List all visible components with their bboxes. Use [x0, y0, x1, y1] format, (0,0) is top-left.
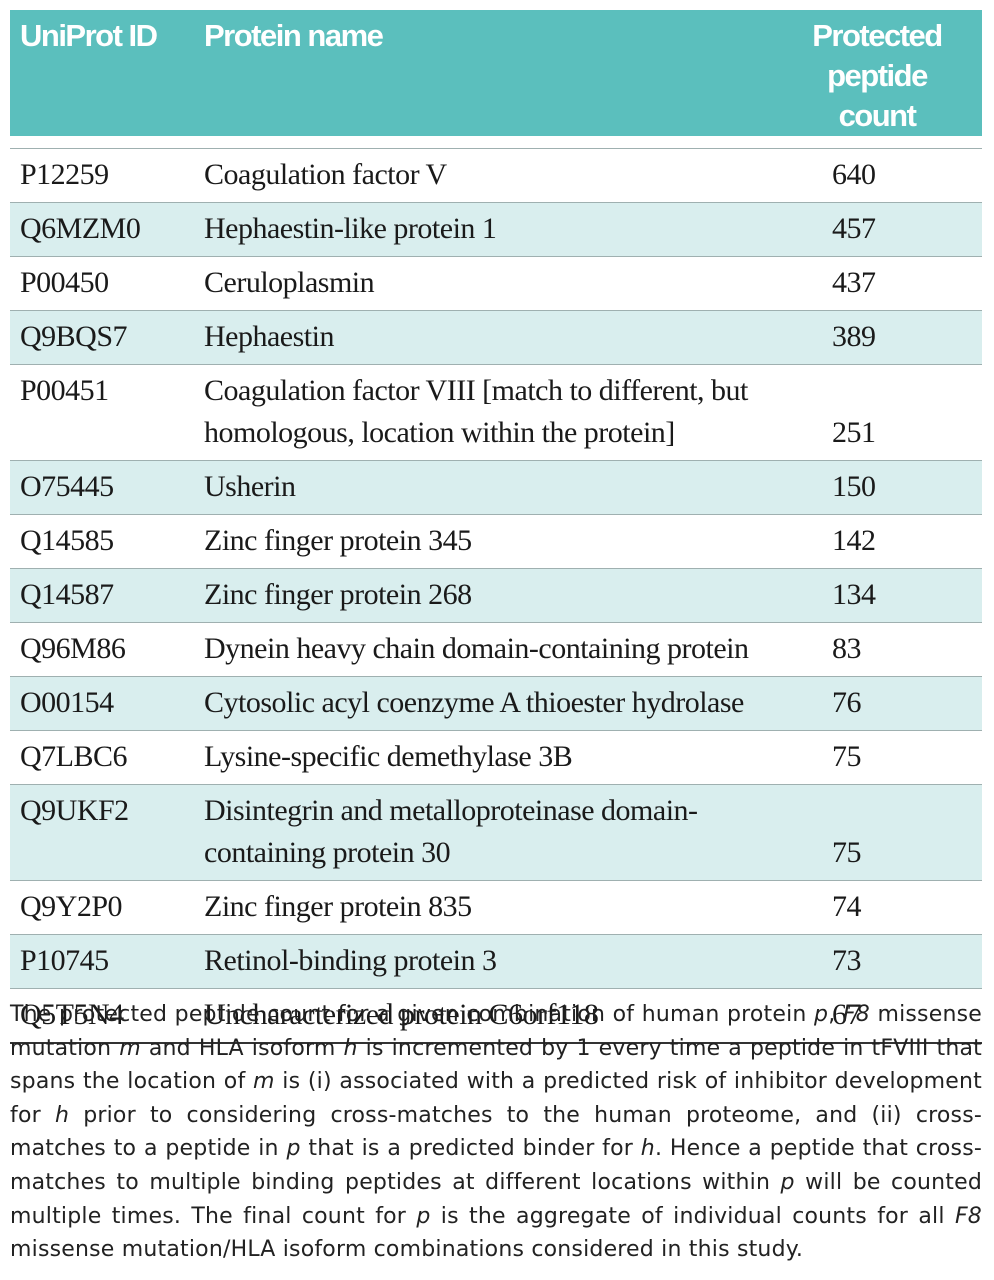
- peptide-count-cell: 75: [832, 740, 862, 773]
- footnote-var-p: p: [780, 1169, 795, 1195]
- table-row: P00450 Ceruloplasmin 437: [10, 257, 982, 311]
- footnote-text: will be counted multiple times. The fina…: [10, 1169, 982, 1229]
- table-header-row: UniProt ID Protein name Protected peptid…: [10, 10, 982, 136]
- peptide-count-cell: 251: [832, 416, 876, 449]
- protein-table-container: UniProt ID Protein name Protected peptid…: [10, 10, 982, 1044]
- uniprot-id-cell: Q5T5N4: [20, 998, 124, 1031]
- table-footnote: The protected peptide count for a given …: [10, 998, 982, 1267]
- peptide-count-cell: 142: [832, 524, 876, 557]
- table-row: Q9BQS7 Hephaestin 389: [10, 310, 982, 365]
- table-row: Q5T5N4 Uncharacterized protein C6orf118 67: [10, 989, 982, 1043]
- uniprot-id-cell: Q14585: [20, 524, 114, 557]
- peptide-count-cell: 67: [832, 998, 862, 1031]
- peptide-count-cell: 83: [832, 632, 862, 665]
- protein-name-cell: Disintegrin and metalloproteinase domain…: [204, 794, 698, 869]
- footnote-var-h: h: [343, 1035, 358, 1061]
- uniprot-id-cell: Q9BQS7: [20, 320, 128, 353]
- table-row: Q14585 Zinc finger protein 345 142: [10, 515, 982, 569]
- footnote-var-h: h: [54, 1102, 70, 1128]
- footnote-text: is (i) associated with a predicted risk …: [10, 1069, 982, 1128]
- footnote-text: missense mutation/HLA isoform combinatio…: [10, 1237, 804, 1263]
- uniprot-id-cell: Q14587: [20, 578, 114, 611]
- peptide-count-cell: 76: [832, 686, 862, 719]
- protein-name-cell: Hephaestin: [204, 320, 334, 353]
- table-row: Q9Y2P0 Zinc finger protein 835 74: [10, 881, 982, 935]
- uniprot-id-cell: Q6MZM0: [20, 212, 141, 245]
- table-row: Q96M86 Dynein heavy chain domain-containi…: [10, 623, 982, 677]
- protein-name-cell: Coagulation factor VIII [match to differ…: [204, 374, 748, 449]
- protein-name-cell: Retinol-binding protein 3: [204, 944, 497, 977]
- footnote-gene-f8: F8: [954, 1203, 982, 1229]
- table-row: P10745 Retinol-binding protein 3 73: [10, 934, 982, 989]
- peptide-count-cell: 150: [832, 470, 876, 503]
- footnote-text: and HLA isoform: [140, 1035, 344, 1061]
- uniprot-id-cell: Q9Y2P0: [20, 890, 123, 923]
- uniprot-id-cell: P10745: [20, 944, 109, 977]
- protein-name-cell: Ceruloplasmin: [204, 266, 375, 299]
- header-uniprot-id: UniProt ID: [20, 18, 158, 53]
- footnote-var-m: m: [119, 1035, 141, 1061]
- table-row: P00451 Coagulation factor VIII [match to …: [10, 365, 982, 461]
- peptide-count-cell: 75: [832, 836, 862, 869]
- protein-name-cell: Usherin: [204, 470, 296, 503]
- uniprot-id-cell: P00450: [20, 266, 109, 299]
- uniprot-id-cell: Q7LBC6: [20, 740, 128, 773]
- footnote-var-p: p: [416, 1203, 431, 1229]
- header-spacer: [10, 136, 982, 149]
- protein-name-cell: Hephaestin-like protein 1: [204, 212, 497, 245]
- header-protein-name: Protein name: [204, 18, 384, 53]
- table-row: P12259 Coagulation factor V 640: [10, 149, 982, 203]
- uniprot-id-cell: O00154: [20, 686, 114, 719]
- peptide-count-cell: 74: [832, 890, 862, 923]
- protein-name-cell: Zinc finger protein 345: [204, 524, 472, 557]
- table-row: Q7LBC6 Lysine-specific demethylase 3B 75: [10, 731, 982, 785]
- table-row: O75445 Usherin 150: [10, 460, 982, 515]
- uniprot-id-cell: Q96M86: [20, 632, 126, 665]
- peptide-count-cell: 437: [832, 266, 876, 299]
- protein-name-cell: Uncharacterized protein C6orf118: [204, 998, 599, 1031]
- table-row: Q14587 Zinc finger protein 268 134: [10, 568, 982, 623]
- footnote-text: ,: [828, 1002, 843, 1027]
- footnote-gene-f8: F8: [842, 1002, 870, 1027]
- protein-name-cell: Zinc finger protein 268: [204, 578, 472, 611]
- footnote-var-p: p: [286, 1136, 301, 1162]
- protein-name-cell: Cytosolic acyl coenzyme A thioester hydr…: [204, 686, 744, 719]
- protein-table: UniProt ID Protein name Protected peptid…: [10, 10, 982, 1044]
- footnote-var-p: p: [814, 1002, 829, 1027]
- footnote-text: that is a predicted binder for: [300, 1136, 641, 1162]
- peptide-count-cell: 73: [832, 944, 862, 977]
- protein-name-cell: Coagulation factor V: [204, 158, 447, 191]
- footnote-var-m: m: [253, 1069, 275, 1095]
- uniprot-id-cell: P00451: [20, 374, 109, 407]
- footnote-text: is incremented by 1 every time a peptide…: [10, 1035, 982, 1095]
- uniprot-id-cell: P12259: [20, 158, 109, 191]
- footnote-text: . Hence a peptide that cross-matches to …: [10, 1136, 982, 1195]
- uniprot-id-cell: Q9UKF2: [20, 794, 129, 827]
- footnote-text: The protected peptide count for a given …: [10, 1002, 815, 1027]
- protein-name-cell: Dynein heavy chain domain-containing pro…: [204, 632, 749, 665]
- peptide-count-cell: 640: [832, 158, 876, 191]
- footnote-var-h: h: [640, 1136, 655, 1162]
- uniprot-id-cell: O75445: [20, 470, 114, 503]
- footnote-text: missense mutation: [10, 1002, 982, 1061]
- table-body: P12259 Coagulation factor V 640 Q6MZM0 Hepha…: [10, 136, 982, 1043]
- protein-name-cell: Zinc finger protein 835: [204, 890, 472, 923]
- footnote-text: prior to considering cross-matches to th…: [10, 1102, 982, 1162]
- peptide-count-cell: 134: [832, 578, 876, 611]
- peptide-count-cell: 457: [832, 212, 876, 245]
- protein-name-cell: Lysine-specific demethylase 3B: [204, 740, 573, 773]
- table-row: O00154 Cytosolic acyl coenzyme A thioeste…: [10, 676, 982, 731]
- peptide-count-cell: 389: [832, 320, 876, 353]
- table-row: Q9UKF2 Disintegrin and metalloproteinase …: [10, 784, 982, 881]
- header-peptide-count: Protected peptide count: [812, 18, 943, 133]
- footnote-text: is the aggregate of individual counts fo…: [430, 1203, 955, 1229]
- table-row: Q6MZM0 Hephaestin-like protein 1 457: [10, 202, 982, 257]
